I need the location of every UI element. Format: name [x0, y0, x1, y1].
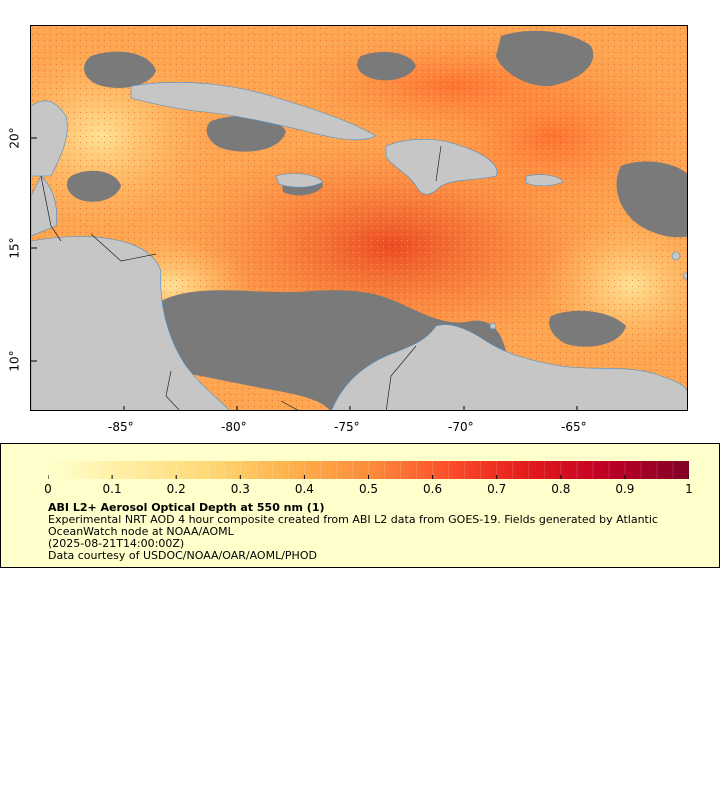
lon-tick-label: -75°	[334, 420, 360, 434]
legend-description: Experimental NRT AOD 4 hour composite cr…	[48, 513, 658, 538]
graticule-ticks	[31, 137, 578, 410]
colorbar-tick-label: 0.8	[551, 482, 571, 496]
colorbar-tick-label: 0.6	[423, 482, 443, 496]
colorbar-tick-label: 0.1	[102, 482, 122, 496]
colorbar-tick-label: 0.3	[230, 482, 250, 496]
legend-credit: Data courtesy of USDOC/NOAA/OAR/AOML/PHO…	[48, 549, 317, 562]
colorbar-tick-label: 0	[44, 482, 52, 496]
lat-tick-label: 15°	[7, 237, 22, 259]
lat-tick-label: 20°	[7, 127, 22, 149]
legend-panel: 0 0.1 0.2 0.3 0.4 0.5 0.6 0.7 0.8 0.9 1 ABI L2+ Ae…	[0, 443, 720, 568]
country-borders	[40, 145, 442, 410]
colorbar-steps	[63, 461, 674, 479]
lon-tick-label: -80°	[221, 420, 247, 434]
lon-tick-label: -65°	[561, 420, 587, 434]
colorbar-tick-label: 0.7	[487, 482, 507, 496]
colorbar-ticks	[48, 475, 689, 479]
colorbar-tick-label: 0.2	[166, 482, 186, 496]
legend-timestamp: (2025-08-21T14:00:00Z)	[48, 537, 185, 550]
colorbar-gradient	[48, 461, 689, 479]
colorbar-tick-label: 0.4	[294, 482, 314, 496]
lat-tick-label: 10°	[7, 350, 22, 372]
legend-title: ABI L2+ Aerosol Optical Depth at 550 nm …	[48, 501, 325, 514]
map-panel[interactable]	[30, 25, 688, 411]
colorbar	[48, 461, 689, 479]
aod-map[interactable]	[31, 26, 688, 411]
colorbar-tick-label: 0.9	[615, 482, 635, 496]
lon-tick-label: -85°	[108, 420, 134, 434]
lon-tick-label: -70°	[448, 420, 474, 434]
colorbar-tick-label: 0.5	[358, 482, 379, 496]
land-masses	[31, 82, 687, 410]
colorbar-tick-label: 1	[685, 482, 693, 496]
